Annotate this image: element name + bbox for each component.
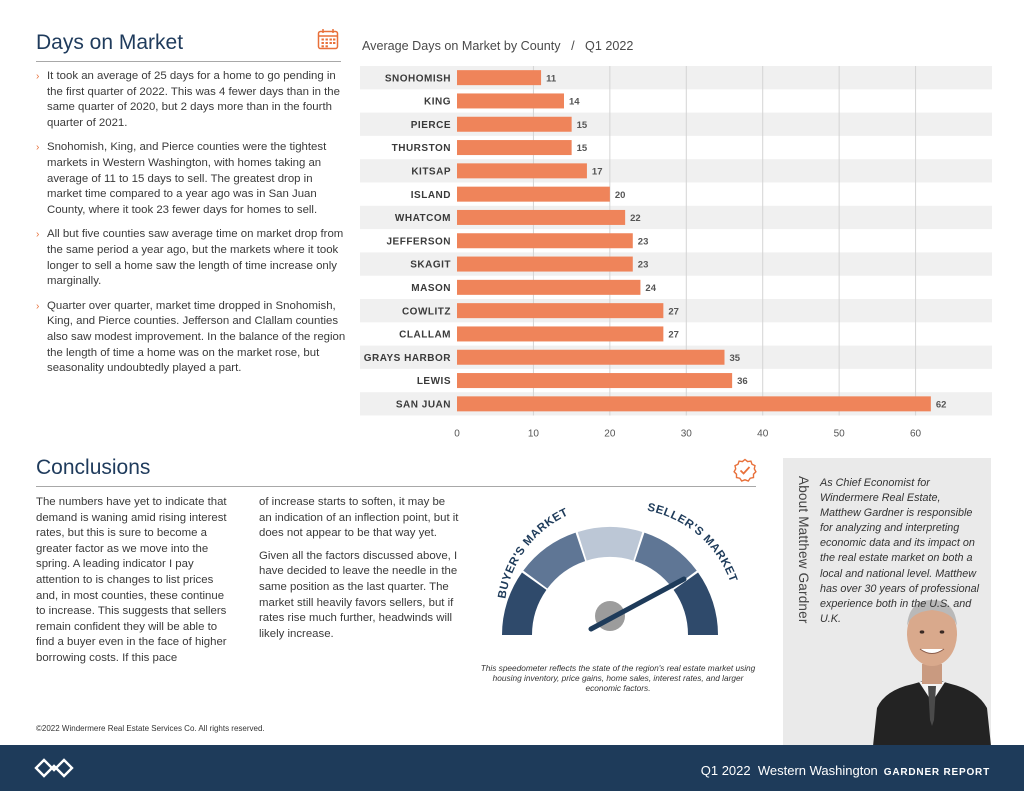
days-on-market-chart: SNOHOMISH 11 KING 14 PIERCE 15 THURSTON 15 KITSA… [360,66,992,440]
chart-data-label: 23 [638,260,649,271]
conclusions-paragraph: of increase starts to soften, it may be … [259,496,459,540]
chart-category-label: COWLITZ [402,306,451,317]
chart-category-label: MASON [411,283,451,294]
chart-x-tick-label: 50 [834,429,846,440]
chart-bar [457,373,733,389]
gauge-segment [577,527,643,561]
chart-row-stripe [360,252,992,276]
chart-bar [457,186,610,202]
chart-bar [457,279,641,295]
chart-row-stripe [360,159,992,183]
chart-row-stripe [360,205,992,230]
chart-category-label: KITSAP [411,166,451,177]
chart-category-label: PIERCE [411,120,451,131]
chart-data-label: 35 [730,353,741,364]
chart-category-label: CLALLAM [399,330,451,341]
calendar-icon [317,29,339,50]
chart-data-label: 22 [630,213,641,224]
checkmark-badge-icon [733,458,757,482]
chart-bar [457,349,725,365]
chart-category-label: KING [424,97,451,108]
copyright-text: ©2022 Windermere Real Estate Services Co… [36,724,265,733]
chart-bar [457,116,572,132]
bullet-marker-icon: › [36,71,40,82]
market-speedometer: BUYER'S MARKET SELLER'S MARKET [496,502,739,635]
about-text: As Chief Economist for Windermere Real E… [820,477,980,625]
footer-label: Q1 2022 Western Washington GARDNER REPORT [700,763,990,778]
bullet-item: › Snohomish, King, and Pierce counties we… [36,141,327,216]
chart-bar [457,70,542,86]
chart-data-label: 23 [638,236,649,247]
chart-data-label: 20 [615,190,626,201]
chart-bar [457,163,587,179]
about-panel [783,458,991,746]
conclusions-paragraph: Given all the factors discussed above, I… [259,549,458,640]
chart-bar [457,326,664,342]
conclusions-title: Conclusions [36,456,151,479]
gauge-segment [673,572,718,635]
chart-category-label: SAN JUAN [396,399,451,410]
chart-x-tick-label: 0 [454,429,460,440]
chart-x-tick-label: 10 [528,429,540,440]
chart-bar [457,209,626,225]
days-bullet-list: › It took an average of 25 days for a hom… [36,69,346,386]
speedometer-caption: This speedometer reflects the state of t… [480,663,756,693]
footer-bar: Q1 2022 Western Washington GARDNER REPORT [0,745,1024,791]
chart-data-label: 27 [668,330,679,341]
chart-bar [457,256,633,272]
chart-category-label: JEFFERSON [386,236,451,247]
chart-data-label: 36 [737,376,748,387]
chart-data-label: 27 [668,306,679,317]
chart-category-label: THURSTON [392,143,451,154]
chart-row-stripe [360,66,992,90]
days-on-market-title: Days on Market [36,31,184,54]
bullet-marker-icon: › [36,300,40,312]
chart-row-stripe [360,112,992,136]
chart-bar [457,93,564,109]
bullet-marker-icon: › [36,229,40,241]
bullet-item: › All but five counties saw average time … [36,228,344,288]
chart-bar [457,140,572,156]
chart-data-label: 14 [569,97,580,108]
chart-data-label: 62 [936,399,947,410]
bullet-item: › Quarter over quarter, market time dropp… [36,299,346,375]
chart-title: Average Days on Market by County / Q1 20… [362,39,634,53]
chart-data-label: 15 [577,143,588,154]
gauge-segment [502,572,547,635]
author-photo [873,600,991,746]
conclusions-paragraph: The numbers have yet to indicate that de… [36,496,227,664]
gauge-needle [588,576,687,632]
gauge-segment [634,532,697,589]
days-section-rule [36,61,341,62]
bullet-marker-icon: › [36,142,40,154]
chart-category-label: GRAYS HARBOR [364,353,452,364]
chart-bar [457,396,931,412]
chart-data-label: 17 [592,166,603,177]
chart-category-label: SKAGIT [410,260,451,271]
chart-category-label: SNOHOMISH [385,73,451,84]
chart-data-label: 11 [546,73,557,84]
conclusions-rule [36,486,756,487]
chart-x-tick-label: 20 [604,429,616,440]
chart-category-label: LEWIS [417,376,451,387]
chart-category-label: ISLAND [411,190,451,201]
conclusions-column-1: The numbers have yet to indicate that de… [36,495,236,674]
windermere-logo-icon [34,758,74,778]
chart-category-label: WHATCOM [395,213,451,224]
chart-x-tick-label: 60 [910,429,922,440]
chart-bar [457,233,633,249]
bullet-item: › It took an average of 25 days for a hom… [36,70,340,129]
chart-x-tick-label: 40 [757,429,769,440]
chart-x-tick-label: 30 [681,429,693,440]
about-title: About Matthew Gardner [796,476,811,624]
chart-data-label: 15 [577,120,588,131]
chart-data-label: 24 [645,283,656,294]
conclusions-column-2: of increase starts to soften, it may be … [259,495,459,649]
gauge-segment [523,532,586,589]
chart-bar [457,303,664,319]
